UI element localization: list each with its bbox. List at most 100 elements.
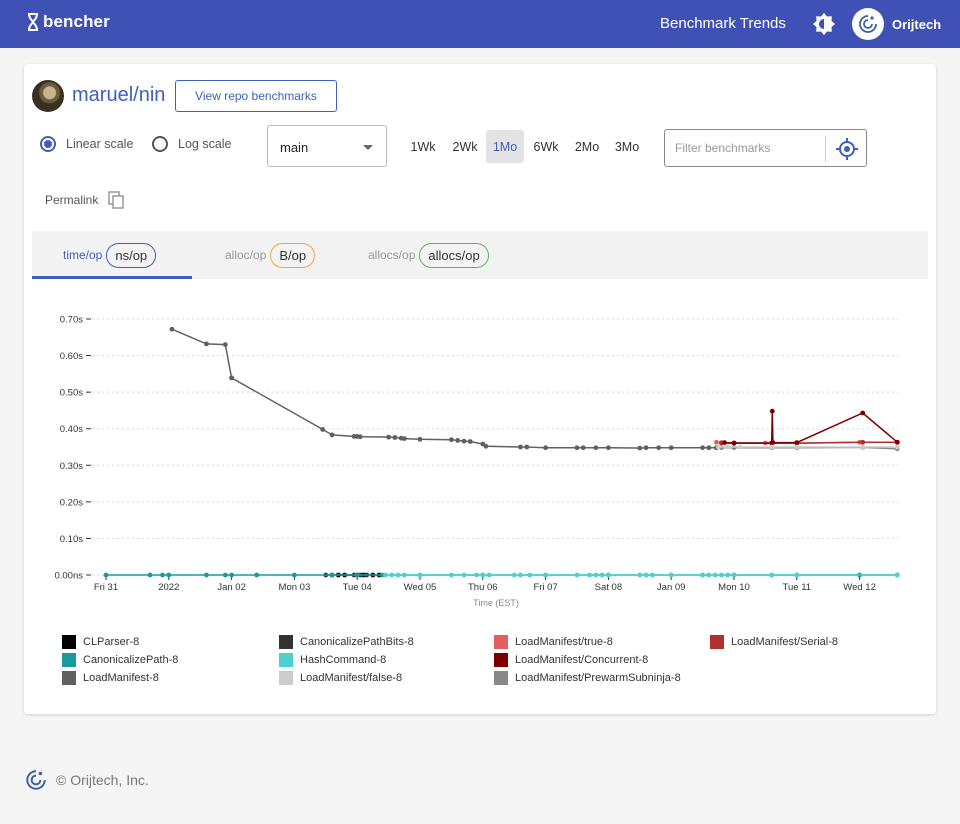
data-point xyxy=(524,444,530,450)
legend-label: LoadManifest/true-8 xyxy=(515,636,613,648)
data-point xyxy=(383,572,388,578)
legend-item[interactable]: LoadManifest/Concurrent-8 xyxy=(494,653,648,667)
repo-name-link[interactable]: maruel/nin xyxy=(72,84,166,106)
benchmark-card: maruel/nin View repo benchmarks Linear s… xyxy=(24,64,936,714)
x-tick-label: Wed 05 xyxy=(404,582,437,593)
data-point xyxy=(794,444,800,450)
legend-swatch xyxy=(62,671,76,685)
range-6wk[interactable]: 6Wk xyxy=(533,139,559,154)
legend-label: LoadManifest/Concurrent-8 xyxy=(515,654,649,666)
view-repo-benchmarks-button[interactable]: View repo benchmarks xyxy=(175,80,337,112)
data-point xyxy=(222,342,228,347)
y-tick-label: 0.20s xyxy=(60,497,83,508)
data-point xyxy=(392,435,398,440)
data-point xyxy=(160,572,165,578)
tab-allocs-op[interactable]: allocs/op allocs/op xyxy=(368,231,489,279)
data-point xyxy=(606,572,611,578)
data-point xyxy=(574,445,580,451)
data-point xyxy=(580,445,586,451)
x-tick-label: Tue 11 xyxy=(783,582,812,593)
data-point xyxy=(518,572,523,578)
data-point xyxy=(254,572,260,578)
tab-allocs-op-label: allocs/op xyxy=(368,248,416,262)
data-point xyxy=(229,572,235,578)
data-point xyxy=(401,572,407,578)
linear-scale-radio[interactable]: Linear scale xyxy=(40,136,133,152)
locate-button[interactable] xyxy=(834,136,860,162)
data-point xyxy=(204,572,209,578)
data-point xyxy=(637,445,643,451)
legend-item[interactable]: CLParser-8 xyxy=(62,635,139,649)
data-point xyxy=(731,440,737,446)
data-point xyxy=(449,437,454,443)
theme-toggle-button[interactable] xyxy=(812,12,836,36)
data-point xyxy=(518,444,523,450)
y-tick-label: 0.30s xyxy=(60,461,83,472)
tab-allocs-op-unit: allocs/op xyxy=(419,242,489,268)
y-tick-label: 0.60s xyxy=(60,351,83,362)
data-point xyxy=(461,438,467,444)
x-axis-label: Time (EST) xyxy=(473,598,519,608)
legend-item[interactable]: LoadManifest/true-8 xyxy=(494,635,613,649)
data-point xyxy=(700,445,705,451)
x-tick-label: Jan 02 xyxy=(217,582,246,593)
range-2wk[interactable]: 2Wk xyxy=(452,139,478,154)
user-menu[interactable]: Orijtech xyxy=(852,8,941,40)
tab-alloc-op[interactable]: alloc/op B/op xyxy=(225,231,316,279)
data-point xyxy=(643,445,649,451)
brand-logo[interactable]: bencher xyxy=(27,12,110,32)
legend-item[interactable]: HashCommand-8 xyxy=(279,653,386,667)
range-1wk[interactable]: 1Wk xyxy=(410,139,436,154)
data-point xyxy=(894,572,900,578)
data-point xyxy=(599,572,605,578)
legend-item[interactable]: LoadManifest-8 xyxy=(62,671,159,685)
data-point xyxy=(483,443,489,449)
x-tick-label: 2022 xyxy=(158,582,179,593)
legend-swatch xyxy=(62,635,76,649)
nav-benchmark-trends[interactable]: Benchmark Trends xyxy=(660,15,786,32)
data-point xyxy=(737,444,743,450)
branch-value: main xyxy=(280,140,309,155)
data-point xyxy=(649,572,655,578)
data-point xyxy=(770,440,776,446)
data-point xyxy=(169,326,175,332)
data-point xyxy=(461,572,467,578)
copy-icon xyxy=(108,191,125,209)
benchmark-line-chart[interactable]: 0.00ns 0.10s 0.20s 0.30s 0.40s 0.50s 0.60s 0.70… xyxy=(24,302,936,622)
tab-time-op-label: time/op xyxy=(63,248,103,262)
range-2mo[interactable]: 2Mo xyxy=(574,139,600,154)
data-point xyxy=(480,572,486,578)
data-point xyxy=(329,432,335,438)
x-tick-label: Mon 03 xyxy=(279,582,311,593)
filter-benchmarks-input[interactable] xyxy=(675,141,825,155)
tab-time-op[interactable]: time/op ns/op xyxy=(63,231,157,279)
data-point xyxy=(643,572,649,578)
data-point xyxy=(543,445,548,451)
legend-item[interactable]: CanonicalizePath-8 xyxy=(62,653,178,667)
data-point xyxy=(417,572,423,578)
data-point xyxy=(486,572,492,578)
legend-swatch xyxy=(279,671,293,685)
data-point xyxy=(593,445,599,451)
permalink-button[interactable]: Permalink xyxy=(45,191,125,209)
branch-select[interactable]: main xyxy=(267,125,387,167)
legend-label: LoadManifest/PrewarmSubninja-8 xyxy=(515,672,681,684)
legend-label: LoadManifest/false-8 xyxy=(300,672,403,684)
data-point xyxy=(386,434,391,440)
log-scale-radio[interactable]: Log scale xyxy=(152,136,232,152)
tab-time-op-unit: ns/op xyxy=(106,242,157,268)
range-1mo[interactable]: 1Mo xyxy=(486,130,524,163)
data-point xyxy=(668,445,674,451)
data-point xyxy=(587,572,592,578)
data-point xyxy=(706,572,712,578)
legend-item[interactable]: LoadManifest/PrewarmSubninja-8 xyxy=(494,671,681,685)
avatar xyxy=(852,8,884,40)
range-3mo[interactable]: 3Mo xyxy=(614,139,640,154)
data-point xyxy=(511,572,517,578)
legend-item[interactable]: LoadManifest/false-8 xyxy=(279,671,402,685)
legend-item[interactable]: CanonicalizePathBits-8 xyxy=(279,635,414,649)
x-tick-label: Wed 12 xyxy=(843,582,876,593)
data-point xyxy=(395,572,401,578)
legend-item[interactable]: LoadManifest/Serial-8 xyxy=(710,635,838,649)
data-point xyxy=(354,572,360,578)
